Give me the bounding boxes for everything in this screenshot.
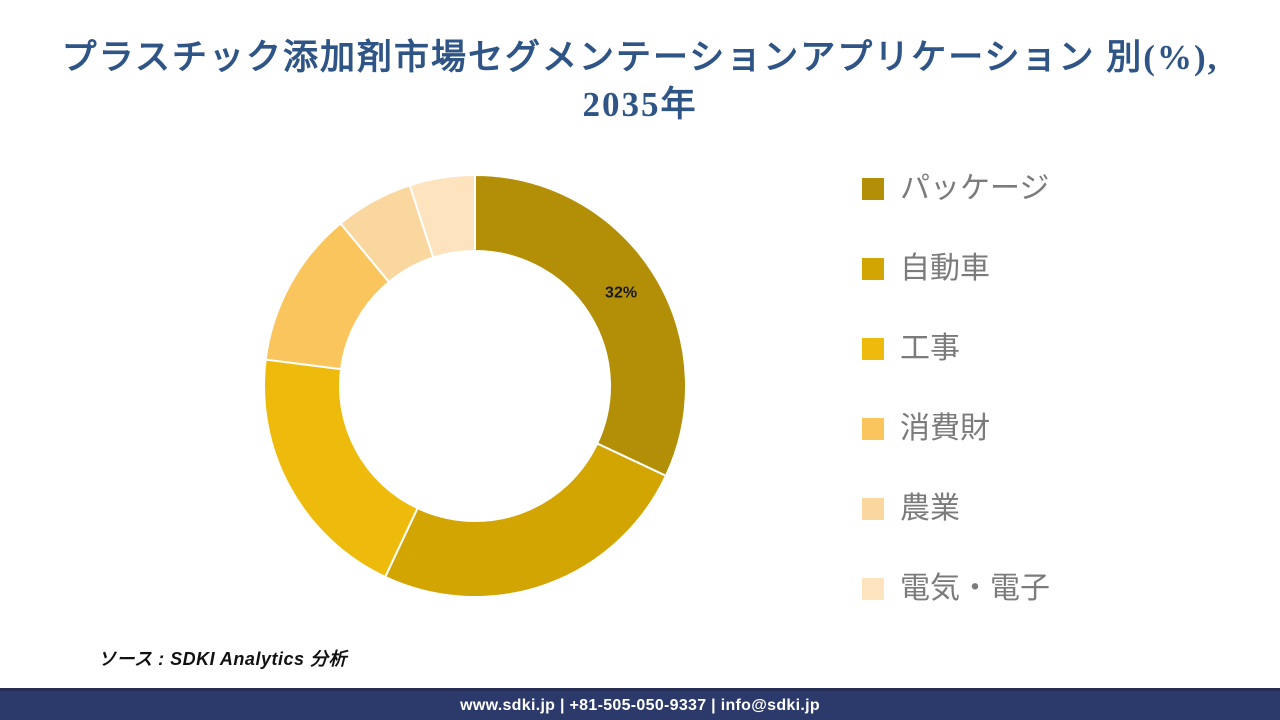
- donut-slice-6: [408, 173, 476, 259]
- source-note: ソース : SDKI Analytics 分析: [98, 645, 347, 671]
- legend-swatch: [862, 418, 884, 440]
- legend-item-1: パッケージ: [862, 168, 1050, 210]
- legend-item-3: 工事: [862, 328, 1050, 370]
- donut-chart: 32%: [263, 173, 687, 598]
- chart-title: プラスチック添加剤市場セグメンテーションアプリケーション 別(%), 2035年: [0, 34, 1280, 128]
- legend-label: 電気・電子: [900, 572, 1050, 605]
- legend-swatch: [862, 578, 884, 600]
- legend-label: 消費財: [900, 412, 990, 445]
- legend-item-6: 電気・電子: [862, 568, 1050, 610]
- legend-swatch: [862, 258, 884, 280]
- footer-bar: www.sdki.jp | +81-505-050-9337 | info@sd…: [0, 688, 1280, 720]
- chart-title-line1: プラスチック添加剤市場セグメンテーションアプリケーション 別(%),: [61, 38, 1219, 77]
- donut-slice-1: [474, 173, 687, 478]
- legend-item-4: 消費財: [862, 408, 1050, 450]
- legend-label: 自動車: [900, 252, 990, 285]
- legend-item-2: 自動車: [862, 248, 1050, 290]
- legend-label: パッケージ: [900, 172, 1050, 205]
- legend-swatch: [862, 498, 884, 520]
- footer-contact-text: www.sdki.jp | +81-505-050-9337 | info@sd…: [460, 696, 820, 714]
- legend-label: 農業: [900, 492, 960, 525]
- legend-swatch: [862, 338, 884, 360]
- legend-item-5: 農業: [862, 488, 1050, 530]
- legend-swatch: [862, 178, 884, 200]
- source-note-text: ソース : SDKI Analytics 分析: [98, 649, 347, 669]
- chart-legend: パッケージ自動車工事消費財農業電気・電子: [862, 168, 1050, 610]
- legend-label: 工事: [900, 332, 960, 365]
- donut-slice-3: [263, 358, 419, 579]
- chart-title-line2: 2035年: [582, 85, 698, 124]
- donut-slice-2: [383, 442, 668, 598]
- slice-data-label: 32%: [605, 285, 637, 302]
